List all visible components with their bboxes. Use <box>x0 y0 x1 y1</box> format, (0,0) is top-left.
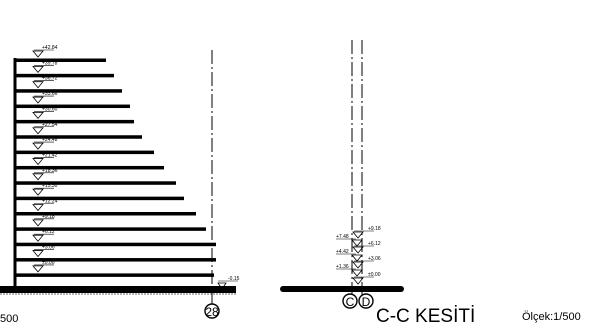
scale-label: Ölçek:1/500 <box>522 311 581 323</box>
left-level-marker: +42.84 <box>32 45 58 58</box>
left-level-marker-label: +27.54 <box>42 122 58 128</box>
left-grid-axis-label: 28 <box>205 305 219 319</box>
left-floor-slab <box>15 89 122 93</box>
left-side-level-label: +1.36 <box>336 264 349 270</box>
right-level-marker-label: +3.06 <box>368 256 381 262</box>
left-floor-slab <box>15 227 206 231</box>
left-level-marker: +21.42 <box>32 152 58 166</box>
left-level-marker-label: +15.30 <box>42 183 58 189</box>
right-level-marker-label: +6.12 <box>368 241 381 247</box>
left-level-marker-label: +36.72 <box>42 76 58 82</box>
right-level-marker: ±0.00 <box>352 272 381 285</box>
left-level-marker: +3.06 <box>32 245 55 258</box>
left-level-marker-label: +18.36 <box>42 168 58 174</box>
left-level-marker: +6.12 <box>32 229 55 242</box>
left-floor-slab <box>15 119 134 124</box>
left-side-level-marker: +1.36 <box>336 264 363 277</box>
left-level-marker: +27.54 <box>32 122 58 135</box>
right-section: +9.18+6.12+3.06±0.00+7.48+4.42+1.36 C D … <box>280 40 581 327</box>
left-floor-slab <box>15 181 176 185</box>
left-scale-fragment: 500 <box>0 313 18 325</box>
left-level-marker: +39.78 <box>32 60 58 73</box>
left-ground-level-label: -0.15 <box>228 276 240 282</box>
left-floor-slab <box>15 150 154 155</box>
left-floor-slab <box>15 135 142 139</box>
left-level-marker-label: +42.84 <box>42 45 58 51</box>
right-grid-axis-bubble-c <box>342 293 358 309</box>
left-floor-slab <box>15 104 130 109</box>
left-floor-slab <box>15 273 214 277</box>
left-level-marker: +9.18 <box>32 214 55 227</box>
right-level-marker-label: +9.18 <box>368 226 381 232</box>
left-level-marker-label: +9.18 <box>42 214 55 220</box>
right-level-marker: +9.18 <box>352 226 381 239</box>
left-floor-slab <box>15 165 164 170</box>
right-grid-axis-label-d: D <box>362 295 371 309</box>
left-grid-axis-bubble <box>204 303 220 319</box>
left-level-markers: +42.84 +39.78 +36.72 +33.66 +30.60 +27.54 +24.… <box>32 45 58 273</box>
left-level-marker: +12.24 <box>32 199 58 212</box>
left-level-marker-label: +33.66 <box>42 91 58 97</box>
left-ground-level-marker: -0.15 <box>217 276 240 290</box>
left-floor-slab <box>15 242 216 247</box>
left-level-marker-label: +21.42 <box>42 152 58 158</box>
left-level-marker-label: +39.78 <box>42 60 58 66</box>
left-floor-slab <box>15 196 184 201</box>
left-side-level-label: +7.48 <box>336 234 349 240</box>
section-title: C-C KESİTİ <box>376 306 475 327</box>
right-level-marker: +3.06 <box>352 256 381 269</box>
left-floor-slab <box>15 73 114 78</box>
left-ground-slab <box>0 286 236 293</box>
right-grid-axis-label-c: C <box>346 295 355 309</box>
left-side-level-marker: +7.48 <box>336 234 363 247</box>
left-level-marker-label: +24.48 <box>42 137 58 143</box>
left-level-marker-label: ±0.00 <box>42 260 55 266</box>
left-level-marker: +24.48 <box>32 137 58 150</box>
left-level-marker: +33.66 <box>32 91 58 104</box>
left-floor-slab <box>15 58 106 62</box>
left-side-level-marker: +4.42 <box>336 249 363 262</box>
left-side-level-label: +4.42 <box>336 249 349 255</box>
right-level-markers: +9.18 +6.12 +3.06 ±0.00 +7.48 +4.42 +1.36 <box>336 226 381 285</box>
left-level-marker: +30.60 <box>32 106 58 120</box>
left-level-marker-label: +30.60 <box>42 106 58 112</box>
right-ground-slab <box>280 286 404 292</box>
left-floor-slab <box>15 258 216 262</box>
left-level-marker: ±0.00 <box>32 260 55 273</box>
left-slabs <box>15 58 216 277</box>
left-level-marker: +15.30 <box>32 183 58 196</box>
left-level-marker: +18.36 <box>32 168 58 181</box>
left-floor-slab <box>15 212 196 216</box>
right-level-marker-label: ±0.00 <box>368 272 381 278</box>
left-level-marker-label: +6.12 <box>42 229 55 235</box>
left-section: +42.84 +39.78 +36.72 +33.66 +30.60 +27.54 +24.… <box>0 45 240 325</box>
left-level-marker-label: +12.24 <box>42 199 58 205</box>
right-grid-axis-bubble-d <box>358 293 374 309</box>
left-level-marker-label: +3.06 <box>42 245 55 251</box>
left-level-marker: +36.72 <box>32 76 58 89</box>
right-level-marker: +6.12 <box>352 241 381 254</box>
